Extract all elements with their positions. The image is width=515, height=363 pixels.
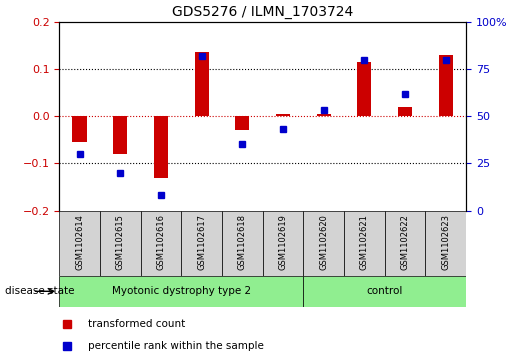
Bar bbox=[385, 211, 425, 276]
Bar bbox=[317, 114, 331, 116]
Bar bbox=[425, 211, 466, 276]
Bar bbox=[398, 107, 412, 116]
Text: percentile rank within the sample: percentile rank within the sample bbox=[88, 341, 264, 351]
Bar bbox=[195, 53, 209, 116]
Bar bbox=[222, 211, 263, 276]
Text: GSM1102621: GSM1102621 bbox=[360, 214, 369, 270]
Text: GSM1102623: GSM1102623 bbox=[441, 214, 450, 270]
Text: GSM1102615: GSM1102615 bbox=[116, 214, 125, 270]
Bar bbox=[73, 116, 87, 142]
Bar bbox=[263, 211, 303, 276]
Text: control: control bbox=[367, 286, 403, 296]
Text: Myotonic dystrophy type 2: Myotonic dystrophy type 2 bbox=[112, 286, 251, 296]
Bar bbox=[100, 211, 141, 276]
Bar bbox=[303, 211, 344, 276]
Text: transformed count: transformed count bbox=[88, 319, 185, 329]
Text: GSM1102617: GSM1102617 bbox=[197, 214, 206, 270]
Bar bbox=[344, 211, 385, 276]
Text: GSM1102619: GSM1102619 bbox=[279, 214, 287, 270]
Text: GSM1102620: GSM1102620 bbox=[319, 214, 328, 270]
Title: GDS5276 / ILMN_1703724: GDS5276 / ILMN_1703724 bbox=[172, 5, 353, 19]
Bar bbox=[303, 276, 466, 307]
Text: GSM1102622: GSM1102622 bbox=[401, 214, 409, 270]
Text: GSM1102618: GSM1102618 bbox=[238, 214, 247, 270]
Bar bbox=[276, 114, 290, 116]
Bar bbox=[235, 116, 249, 130]
Bar bbox=[154, 116, 168, 178]
Bar bbox=[357, 62, 371, 116]
Bar bbox=[59, 211, 100, 276]
Bar bbox=[113, 116, 127, 154]
Bar bbox=[439, 55, 453, 116]
Text: GSM1102614: GSM1102614 bbox=[75, 214, 84, 270]
Bar bbox=[141, 211, 181, 276]
Bar bbox=[181, 211, 222, 276]
Text: disease state: disease state bbox=[5, 286, 75, 296]
Bar bbox=[59, 276, 303, 307]
Text: GSM1102616: GSM1102616 bbox=[157, 214, 165, 270]
